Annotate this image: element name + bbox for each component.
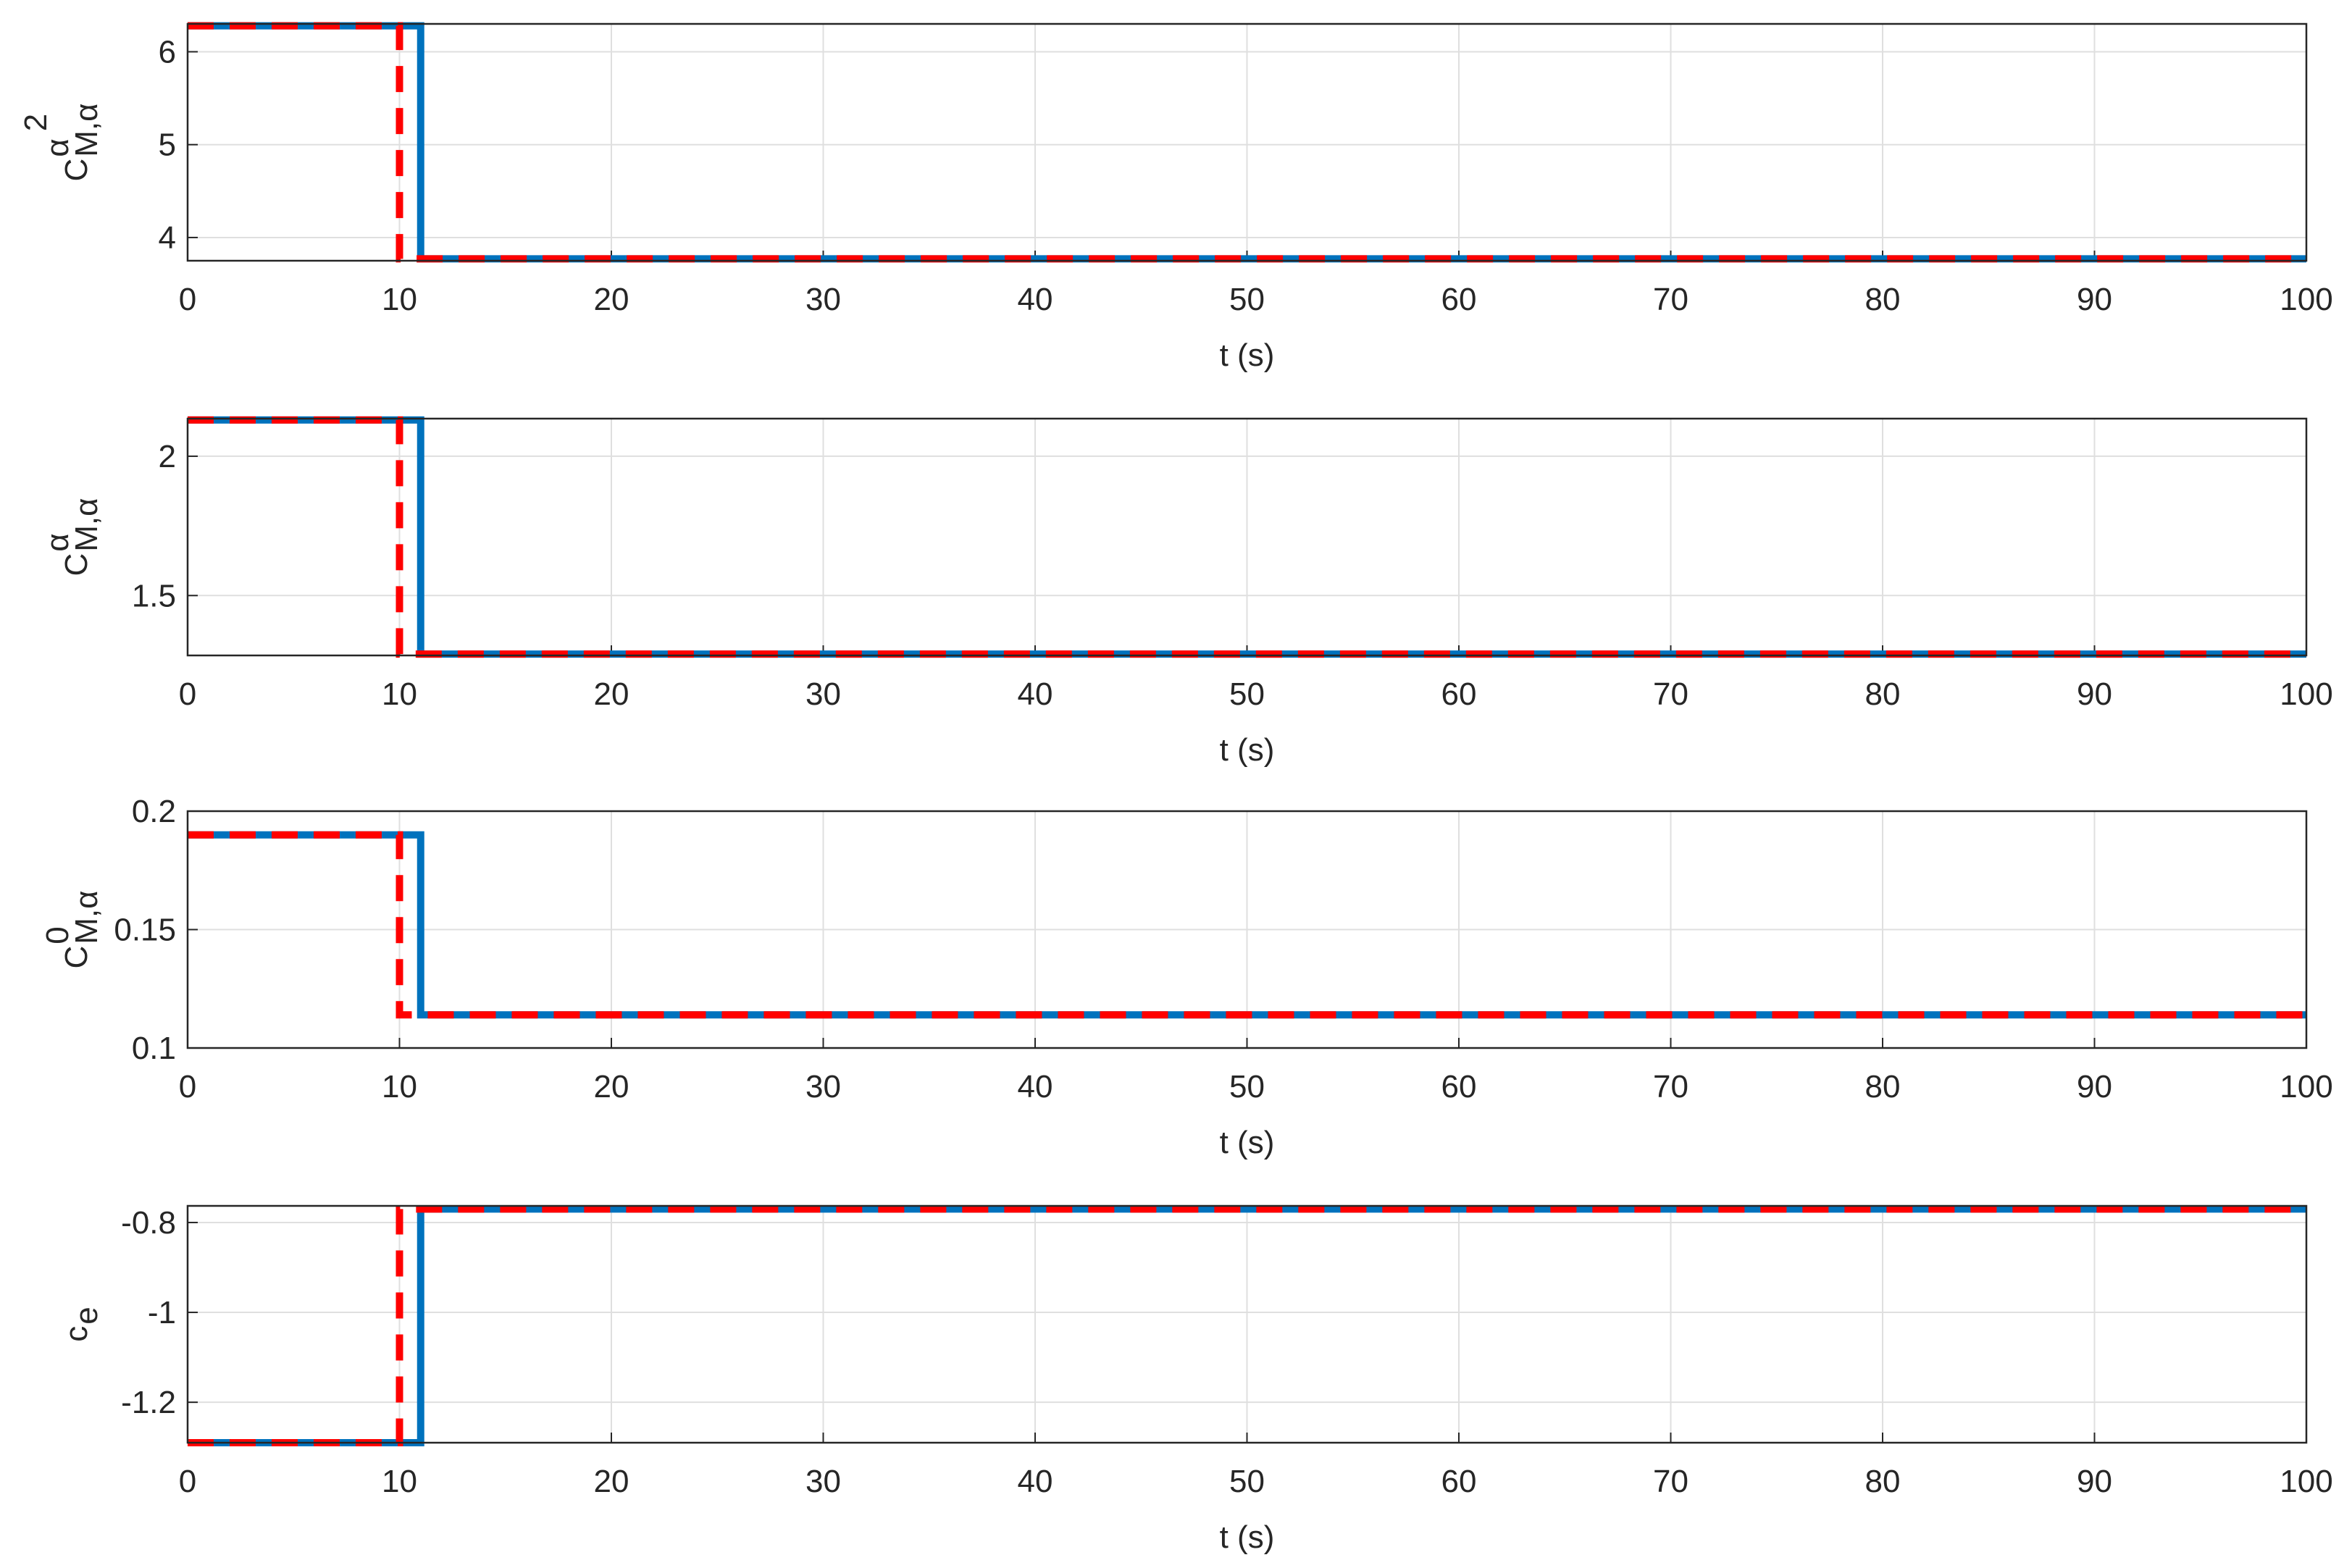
x-tick-label: 20 — [594, 676, 629, 712]
x-tick-label: 30 — [805, 1069, 841, 1104]
x-tick-label: 100 — [2280, 1464, 2332, 1499]
x-tick-label: 40 — [1018, 1069, 1053, 1104]
axes-box — [186, 1204, 2308, 1444]
x-tick-label: 80 — [1865, 1069, 1901, 1104]
x-tick-label: 90 — [2077, 1464, 2112, 1499]
y-tick-label: 0.15 — [114, 913, 176, 948]
y-tick-label: -1.2 — [121, 1385, 176, 1420]
x-tick-label: 90 — [2077, 676, 2112, 712]
y-label-base: C — [59, 946, 94, 969]
x-tick-label: 80 — [1865, 676, 1901, 712]
series-line — [188, 22, 2306, 263]
y-label-sub: e — [69, 1307, 104, 1324]
axes-box — [186, 22, 2308, 262]
y-tick-label: 0.1 — [132, 1031, 176, 1066]
x-tick-label: 10 — [382, 1069, 417, 1104]
y-tick-label: 4 — [159, 220, 176, 256]
x-tick-label: 60 — [1441, 282, 1477, 317]
x-tick-label: 30 — [805, 676, 841, 712]
x-tick-label: 0 — [179, 1069, 196, 1104]
y-label-base: C — [59, 159, 94, 182]
y-axis-label: CαM,α — [40, 498, 104, 576]
x-tick-label: 40 — [1018, 282, 1053, 317]
x-tick-label: 40 — [1018, 676, 1053, 712]
y-label-sub: M,α — [69, 498, 104, 551]
axes-box — [186, 810, 2308, 1049]
x-tick-label: 50 — [1229, 676, 1265, 712]
subplot: 0 10 20 30 40 50 60 70 80 90 100 1.5 2 t (s) CαM,α — [40, 416, 2333, 768]
x-axis-label: t (s) — [1220, 1519, 1275, 1555]
x-tick-label: 90 — [2077, 282, 2112, 317]
x-tick-label: 30 — [805, 282, 841, 317]
y-tick-label: 6 — [159, 34, 176, 70]
x-axis-label: t (s) — [1220, 338, 1275, 373]
y-label-sup: 2 — [18, 114, 54, 131]
x-tick-label: 50 — [1229, 1069, 1265, 1104]
y-tick-label: 0.2 — [132, 794, 176, 829]
x-tick-label: 100 — [2280, 1069, 2332, 1104]
x-tick-label: 10 — [382, 282, 417, 317]
x-tick-label: 80 — [1865, 282, 1901, 317]
x-tick-label: 70 — [1653, 1464, 1688, 1499]
y-label-sub: M,α — [69, 890, 104, 944]
x-tick-label: 20 — [594, 282, 629, 317]
y-label-base: c — [59, 1326, 94, 1342]
x-axis-label: t (s) — [1220, 1125, 1275, 1160]
x-tick-label: 20 — [594, 1069, 629, 1104]
y-tick-label: 1.5 — [132, 578, 176, 613]
axes-box — [186, 417, 2308, 657]
x-tick-label: 10 — [382, 676, 417, 712]
y-label-sup: α — [40, 138, 75, 156]
y-tick-label: 5 — [159, 127, 176, 163]
x-tick-label: 50 — [1229, 282, 1265, 317]
subplot: 0 10 20 30 40 50 60 70 80 90 100 4 5 6 t (s) Cα 2 M,α — [18, 22, 2333, 373]
y-label-sup: α — [40, 533, 75, 551]
x-tick-label: 20 — [594, 1464, 629, 1499]
x-tick-label: 40 — [1018, 1464, 1053, 1499]
x-tick-label: 30 — [805, 1464, 841, 1499]
y-axis-label: ce — [59, 1307, 104, 1341]
x-tick-label: 90 — [2077, 1069, 2112, 1104]
x-tick-label: 70 — [1653, 676, 1688, 712]
subplot: 0 10 20 30 40 50 60 70 80 90 100 -1.2 -1 -0.8 t (s) ce — [59, 1204, 2333, 1555]
y-tick-label: 2 — [159, 439, 176, 474]
x-tick-label: 60 — [1441, 1464, 1477, 1499]
x-tick-label: 100 — [2280, 282, 2332, 317]
x-tick-label: 60 — [1441, 1069, 1477, 1104]
x-tick-label: 0 — [179, 676, 196, 712]
y-label-sup: 0 — [40, 926, 75, 944]
x-tick-label: 70 — [1653, 282, 1688, 317]
x-axis-label: t (s) — [1220, 732, 1275, 768]
y-axis-label: Cα 2 M,α — [18, 103, 104, 181]
x-tick-label: 10 — [382, 1464, 417, 1499]
x-tick-label: 60 — [1441, 676, 1477, 712]
x-tick-label: 80 — [1865, 1464, 1901, 1499]
y-tick-label: -0.8 — [121, 1205, 176, 1241]
x-tick-label: 50 — [1229, 1464, 1265, 1499]
y-label-sub: M,α — [69, 103, 104, 156]
x-tick-label: 0 — [179, 1464, 196, 1499]
y-axis-label: C 0M,α — [40, 890, 104, 968]
x-tick-label: 70 — [1653, 1069, 1688, 1104]
y-label-base: C — [59, 553, 94, 577]
series-line — [188, 416, 2306, 658]
y-tick-label: -1 — [148, 1295, 176, 1330]
x-tick-label: 100 — [2280, 676, 2332, 712]
series-line — [188, 831, 2306, 1019]
x-tick-label: 0 — [179, 282, 196, 317]
